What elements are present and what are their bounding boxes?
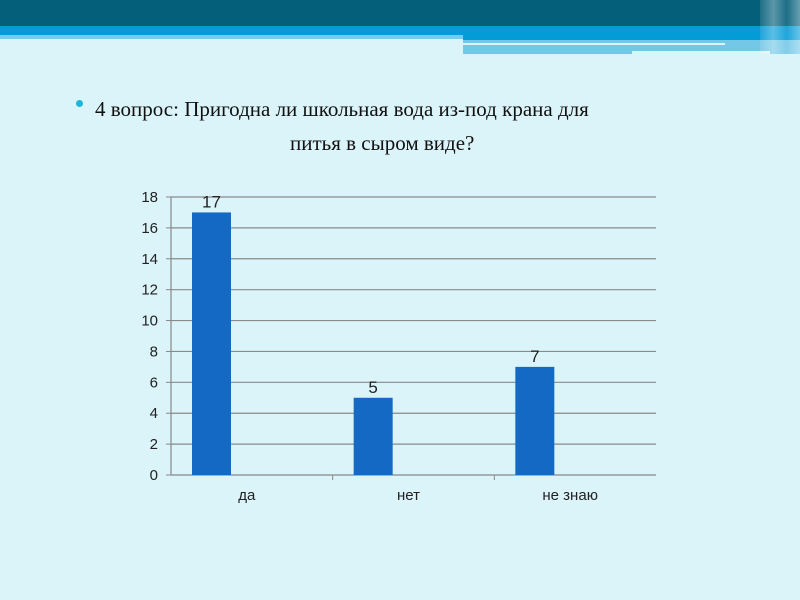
bar-нет [353,397,393,475]
y-tick-label: 8 [150,343,158,360]
data-label: 7 [530,347,539,366]
y-tick-label: 6 [150,374,158,391]
title-line-1: 4 вопрос: Пригодна ли школьная вода из-п… [95,97,589,121]
title-line-2: питья в сыром виде? [290,131,475,155]
y-tick-label: 0 [150,467,158,484]
header-band-right-cut [632,51,770,54]
header-band-blue [0,26,800,35]
header-stripes [760,0,800,54]
bar-не-знаю [515,366,555,475]
x-tick-label: нет [397,487,420,504]
y-tick-label: 16 [141,220,158,237]
data-label: 17 [202,192,221,211]
y-tick-label: 18 [141,189,158,206]
header-band-dark [0,0,800,26]
header-band-right-line [463,43,725,45]
data-label: 5 [368,378,377,397]
y-tick-label: 10 [141,313,158,330]
bullet-icon [76,100,83,107]
header-band-light [0,35,463,39]
bar-да [192,212,231,475]
y-tick-label: 12 [141,282,158,299]
slide-title: 4 вопрос: Пригодна ли школьная вода из-п… [0,0,800,200]
y-tick-label: 14 [141,251,158,268]
x-tick-label: не знаю [542,487,598,504]
header-band-blue-right [463,35,800,40]
x-tick-label: да [238,487,256,504]
y-tick-label: 4 [150,405,158,422]
y-tick-label: 2 [150,436,158,453]
